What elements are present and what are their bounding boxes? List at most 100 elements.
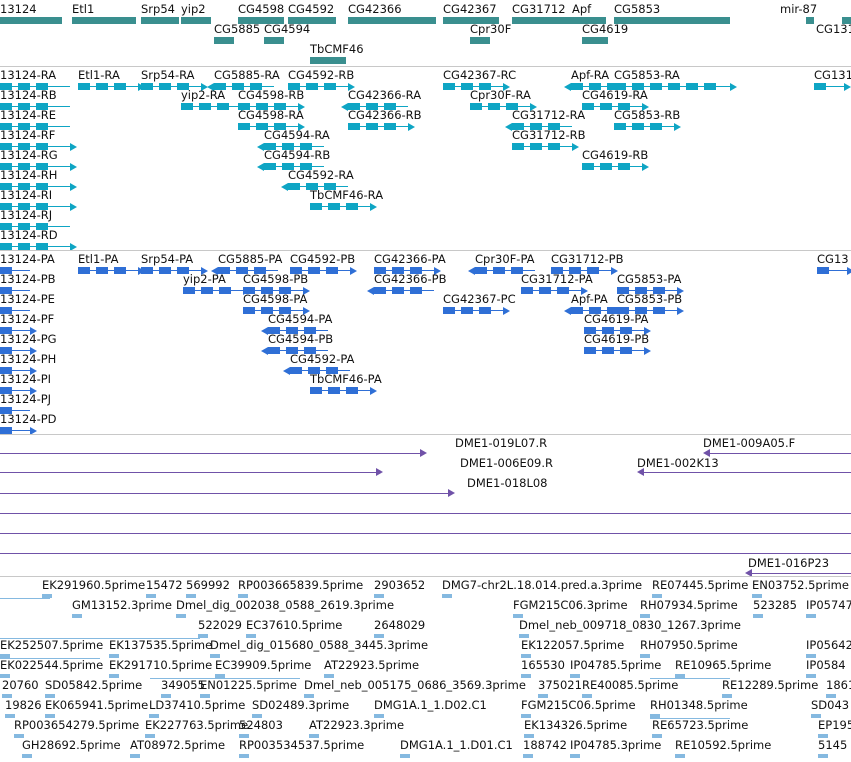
est-feature[interactable]	[252, 714, 262, 718]
transcript-exon[interactable]	[159, 83, 171, 90]
transcript-label[interactable]: 13124-RE	[0, 108, 56, 122]
protein-feature[interactable]	[183, 290, 243, 291]
protein-exon[interactable]	[653, 287, 665, 294]
transcript-exon[interactable]	[264, 163, 276, 170]
protein-label[interactable]: 13124-PE	[0, 292, 55, 306]
gene-feature[interactable]	[72, 17, 136, 24]
est-label[interactable]: GH28692.5prime	[22, 738, 121, 752]
transcript-label[interactable]: Cpr30F-RA	[470, 88, 531, 102]
transcript-exon[interactable]	[506, 103, 518, 110]
gene-feature[interactable]	[572, 17, 606, 24]
est-label[interactable]: DMG7-chr2L.18.014.pred.a.3prime	[442, 578, 643, 592]
clone-feature[interactable]	[0, 513, 851, 514]
protein-feature[interactable]	[0, 390, 30, 391]
protein-feature[interactable]	[0, 290, 30, 291]
protein-exon[interactable]	[328, 387, 340, 394]
est-label[interactable]: RE12289.5prime	[722, 678, 819, 692]
est-label[interactable]: 2648029	[374, 618, 426, 632]
transcript-label[interactable]: TbCMF46-RA	[310, 188, 384, 202]
gene-label[interactable]: CG4619	[582, 22, 629, 36]
gene-feature[interactable]	[582, 37, 608, 44]
gene-feature[interactable]	[512, 17, 572, 24]
transcript-exon[interactable]	[348, 103, 360, 110]
transcript-exon[interactable]	[274, 123, 286, 130]
transcript-exon[interactable]	[632, 123, 644, 130]
transcript-exon[interactable]	[18, 83, 30, 90]
transcript-feature[interactable]	[443, 86, 503, 87]
transcript-feature[interactable]	[0, 246, 70, 247]
gene-label[interactable]: Srp54	[141, 2, 175, 16]
est-feature[interactable]	[675, 674, 685, 678]
est-feature[interactable]	[582, 694, 592, 698]
transcript-exon[interactable]	[288, 183, 300, 190]
transcript-exon[interactable]	[0, 163, 12, 170]
transcript-exon[interactable]	[530, 143, 542, 150]
protein-exon[interactable]	[587, 267, 599, 274]
est-feature[interactable]	[818, 734, 828, 738]
est-label[interactable]: 524803	[239, 718, 283, 732]
protein-exon[interactable]	[620, 327, 632, 334]
transcript-exon[interactable]	[618, 103, 630, 110]
gene-feature[interactable]	[141, 17, 179, 24]
clone-label[interactable]: DME1-002K13	[637, 456, 719, 470]
est-label[interactable]: RE65723.5prime	[652, 718, 749, 732]
protein-label[interactable]: CG42366-PA	[374, 252, 446, 266]
gene-label[interactable]: CG4598	[238, 2, 285, 16]
protein-feature[interactable]	[141, 270, 201, 271]
transcript-label[interactable]: Srp54-RA	[141, 68, 195, 82]
est-feature[interactable]	[145, 734, 155, 738]
transcript-feature[interactable]	[582, 106, 642, 107]
transcript-exon[interactable]	[0, 243, 12, 250]
transcript-label[interactable]: CG5853-RA	[614, 68, 680, 82]
est-label[interactable]: 19826	[5, 698, 42, 712]
transcript-label[interactable]: CG5853-RB	[614, 108, 681, 122]
est-feature[interactable]	[72, 614, 82, 618]
protein-feature[interactable]	[617, 290, 677, 291]
protein-exon[interactable]	[392, 287, 404, 294]
transcript-label[interactable]: 13124-RF	[0, 128, 56, 142]
est-label[interactable]: FGM215C06.5prime	[521, 698, 636, 712]
transcript-exon[interactable]	[650, 123, 662, 130]
protein-exon[interactable]	[0, 307, 12, 314]
transcript-feature[interactable]	[288, 86, 348, 87]
transcript-exon[interactable]	[530, 123, 542, 130]
est-label[interactable]: EC39909.5prime	[215, 658, 312, 672]
transcript-feature[interactable]	[0, 86, 70, 87]
protein-label[interactable]: Apf-PA	[571, 292, 608, 306]
protein-exon[interactable]	[410, 287, 422, 294]
transcript-exon[interactable]	[256, 123, 268, 130]
est-feature[interactable]	[640, 654, 650, 658]
transcript-exon[interactable]	[36, 163, 48, 170]
clone-label[interactable]: DME1-018L08	[467, 476, 548, 490]
protein-feature[interactable]	[218, 270, 278, 271]
est-label[interactable]: AT08972.5prime	[130, 738, 226, 752]
protein-feature[interactable]	[374, 290, 434, 291]
protein-label[interactable]: 13124-PA	[0, 252, 55, 266]
gene-feature[interactable]	[181, 17, 211, 24]
clone-feature[interactable]	[752, 573, 851, 574]
protein-label[interactable]: CG42367-PC	[443, 292, 516, 306]
est-feature[interactable]	[0, 654, 10, 658]
transcript-label[interactable]: CG5885-RA	[214, 68, 280, 82]
clone-feature[interactable]	[0, 553, 851, 554]
est-feature[interactable]	[374, 714, 384, 718]
protein-feature[interactable]	[0, 330, 30, 331]
gene-feature[interactable]	[238, 17, 284, 24]
protein-exon[interactable]	[589, 307, 601, 314]
protein-feature[interactable]	[584, 330, 644, 331]
gene-label[interactable]: CG42367	[443, 2, 497, 16]
transcript-exon[interactable]	[310, 203, 322, 210]
protein-label[interactable]: 13124-PH	[0, 352, 57, 366]
transcript-feature[interactable]	[814, 86, 844, 87]
gene-feature[interactable]	[443, 17, 499, 24]
gene-feature[interactable]	[614, 17, 730, 24]
est-feature[interactable]	[149, 714, 159, 718]
est-feature[interactable]	[14, 734, 24, 738]
protein-exon[interactable]	[304, 347, 316, 354]
est-label[interactable]: RH07950.5prime	[640, 638, 738, 652]
protein-feature[interactable]	[551, 270, 611, 271]
protein-exon[interactable]	[236, 267, 248, 274]
est-feature[interactable]	[200, 694, 210, 698]
protein-exon[interactable]	[392, 267, 404, 274]
